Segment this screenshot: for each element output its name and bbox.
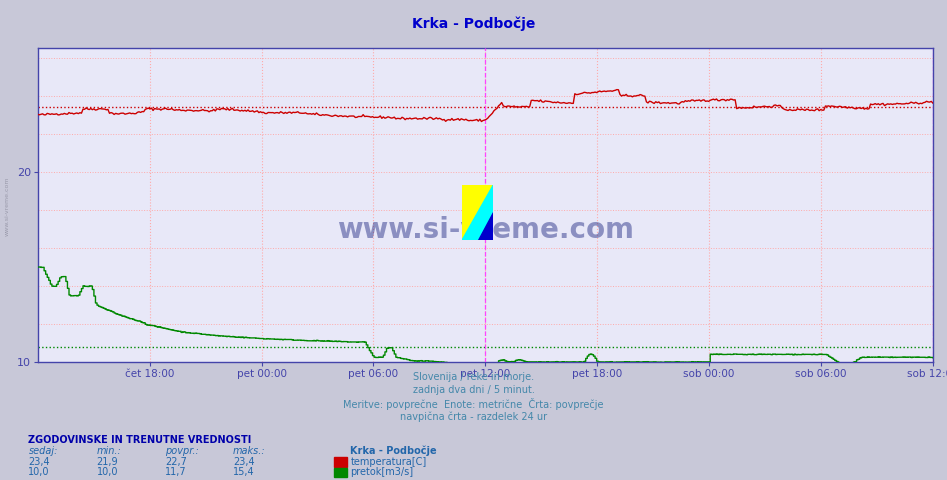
Text: 23,4: 23,4: [28, 457, 50, 467]
Polygon shape: [462, 185, 493, 240]
Text: ZGODOVINSKE IN TRENUTNE VREDNOSTI: ZGODOVINSKE IN TRENUTNE VREDNOSTI: [28, 435, 252, 445]
Text: 15,4: 15,4: [233, 468, 255, 477]
Text: 22,7: 22,7: [165, 457, 187, 467]
Text: 11,7: 11,7: [165, 468, 187, 477]
Text: pretok[m3/s]: pretok[m3/s]: [350, 468, 414, 477]
Text: zadnja dva dni / 5 minut.: zadnja dva dni / 5 minut.: [413, 385, 534, 395]
Text: temperatura[C]: temperatura[C]: [350, 457, 427, 467]
Polygon shape: [478, 212, 493, 240]
Text: Slovenija / reke in morje.: Slovenija / reke in morje.: [413, 372, 534, 382]
Text: maks.:: maks.:: [233, 446, 265, 456]
Text: 10,0: 10,0: [28, 468, 50, 477]
Text: sedaj:: sedaj:: [28, 446, 58, 456]
Text: min.:: min.:: [97, 446, 121, 456]
Polygon shape: [462, 185, 493, 240]
Text: www.si-vreme.com: www.si-vreme.com: [337, 216, 634, 244]
Text: Krka - Podbočje: Krka - Podbočje: [412, 17, 535, 31]
Text: Meritve: povprečne  Enote: metrične  Črta: povprečje: Meritve: povprečne Enote: metrične Črta:…: [343, 397, 604, 409]
Text: 23,4: 23,4: [233, 457, 255, 467]
Text: navpična črta - razdelek 24 ur: navpična črta - razdelek 24 ur: [400, 412, 547, 422]
Text: 10,0: 10,0: [97, 468, 118, 477]
Text: 21,9: 21,9: [97, 457, 118, 467]
Text: Krka - Podbočje: Krka - Podbočje: [350, 446, 437, 456]
Text: povpr.:: povpr.:: [165, 446, 199, 456]
Text: www.si-vreme.com: www.si-vreme.com: [5, 177, 10, 236]
